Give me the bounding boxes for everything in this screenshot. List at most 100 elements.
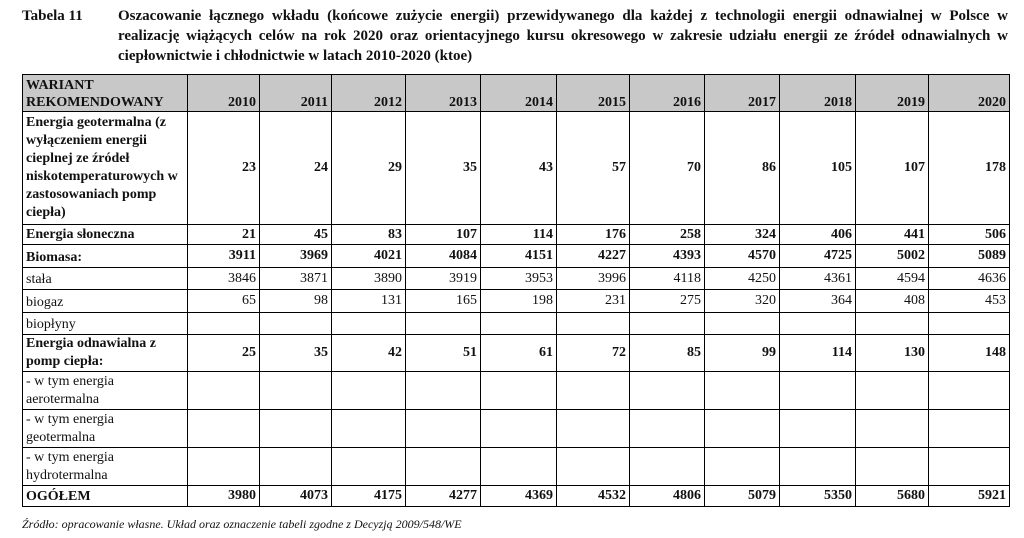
table-cell: 231 bbox=[556, 289, 630, 313]
table-cell: 3980 bbox=[187, 485, 260, 507]
row-label: Biomasa: bbox=[22, 244, 188, 268]
table-cell: 61 bbox=[480, 334, 557, 372]
table-cell: 86 bbox=[704, 111, 780, 225]
table-cell: 4021 bbox=[331, 244, 406, 268]
table-cell: 4636 bbox=[928, 267, 1010, 290]
table-cell: 4393 bbox=[629, 244, 705, 268]
table-cell bbox=[405, 447, 481, 486]
table-cell: 45 bbox=[259, 224, 332, 245]
table-cell: 99 bbox=[704, 334, 780, 372]
table-cell: 406 bbox=[779, 224, 856, 245]
table-row: - w tym energia aerotermalna bbox=[22, 371, 1010, 410]
table-cell: 4532 bbox=[556, 485, 630, 507]
table-cell: 453 bbox=[928, 289, 1010, 313]
table-cell bbox=[928, 447, 1010, 486]
table-cell: 4277 bbox=[405, 485, 481, 507]
table-cell: 3911 bbox=[187, 244, 260, 268]
table-cell bbox=[405, 371, 481, 410]
table-cell: 3846 bbox=[187, 267, 260, 290]
table-cell bbox=[480, 409, 557, 448]
row-label: Energia słoneczna bbox=[22, 224, 188, 245]
table-cell: 148 bbox=[928, 334, 1010, 372]
table-cell bbox=[259, 409, 332, 448]
table-cell: 5002 bbox=[855, 244, 929, 268]
table-cell: 43 bbox=[480, 111, 557, 225]
year-header: 2020 bbox=[928, 74, 1010, 112]
header-label: WARIANT REKOMENDOWANY bbox=[22, 74, 188, 112]
table-cell: 275 bbox=[629, 289, 705, 313]
table-cell: 4118 bbox=[629, 267, 705, 290]
table-cell: 25 bbox=[187, 334, 260, 372]
table-cell bbox=[480, 447, 557, 486]
table-cell: 107 bbox=[405, 224, 481, 245]
table-cell bbox=[259, 447, 332, 486]
table-cell: 98 bbox=[259, 289, 332, 313]
source-note: Źródło: opracowanie własne. Układ oraz o… bbox=[22, 517, 462, 531]
table-cell bbox=[779, 409, 856, 448]
table-cell: 85 bbox=[629, 334, 705, 372]
table-cell: 441 bbox=[855, 224, 929, 245]
table-cell: 29 bbox=[331, 111, 406, 225]
table-cell bbox=[855, 447, 929, 486]
row-label: stała bbox=[22, 267, 188, 290]
table-cell: 5680 bbox=[855, 485, 929, 507]
table-cell bbox=[556, 371, 630, 410]
table-cell: 176 bbox=[556, 224, 630, 245]
table-cell: 5350 bbox=[779, 485, 856, 507]
table-cell: 4250 bbox=[704, 267, 780, 290]
year-header: 2019 bbox=[855, 74, 929, 112]
table-cell: 4725 bbox=[779, 244, 856, 268]
table-cell: 35 bbox=[405, 111, 481, 225]
row-label: Energia geotermalna (z wyłączeniem energ… bbox=[22, 111, 188, 225]
table-cell: 324 bbox=[704, 224, 780, 245]
table-row: - w tym energia hydrotermalna bbox=[22, 447, 1010, 486]
table-cell: 4594 bbox=[855, 267, 929, 290]
table-row: - w tym energia geotermalna bbox=[22, 409, 1010, 448]
year-header: 2011 bbox=[259, 74, 332, 112]
table-cell: 4227 bbox=[556, 244, 630, 268]
row-label: Energia odnawialna z pomp ciepła: bbox=[22, 334, 188, 372]
table-title: Oszacowanie łącznego wkładu (końcowe zuż… bbox=[118, 8, 1008, 64]
year-header: 2018 bbox=[779, 74, 856, 112]
table-cell bbox=[480, 312, 557, 335]
table-cell bbox=[187, 371, 260, 410]
table-cell bbox=[779, 312, 856, 335]
row-label: - w tym energia hydrotermalna bbox=[22, 447, 188, 486]
table-row: OGÓŁEM 3980 4073 4175 4277 4369 4532 4806 5079 53… bbox=[22, 485, 1010, 507]
table-number: Tabela 11 bbox=[22, 8, 83, 24]
table-cell bbox=[187, 409, 260, 448]
table-cell: 364 bbox=[779, 289, 856, 313]
table-cell bbox=[704, 371, 780, 410]
table-cell: 57 bbox=[556, 111, 630, 225]
table-cell: 72 bbox=[556, 334, 630, 372]
table-cell: 3996 bbox=[556, 267, 630, 290]
year-header: 2012 bbox=[331, 74, 406, 112]
row-label: - w tym energia geotermalna bbox=[22, 409, 188, 448]
table-cell bbox=[855, 312, 929, 335]
table-cell: 42 bbox=[331, 334, 406, 372]
table-cell bbox=[928, 371, 1010, 410]
table-cell: 114 bbox=[480, 224, 557, 245]
table-cell bbox=[331, 409, 406, 448]
table-cell: 4570 bbox=[704, 244, 780, 268]
table-cell: 3919 bbox=[405, 267, 481, 290]
table-cell bbox=[331, 371, 406, 410]
table-cell: 107 bbox=[855, 111, 929, 225]
table-cell bbox=[779, 371, 856, 410]
table-cell bbox=[556, 312, 630, 335]
table-cell bbox=[779, 447, 856, 486]
table-cell: 65 bbox=[187, 289, 260, 313]
table-cell bbox=[928, 312, 1010, 335]
table-cell bbox=[331, 447, 406, 486]
table-cell: 131 bbox=[331, 289, 406, 313]
table-cell bbox=[704, 409, 780, 448]
table-cell: 4073 bbox=[259, 485, 332, 507]
table-cell bbox=[855, 371, 929, 410]
row-label: - w tym energia aerotermalna bbox=[22, 371, 188, 410]
year-header: 2015 bbox=[556, 74, 630, 112]
table-cell bbox=[704, 447, 780, 486]
table-caption: Tabela 11 Oszacowanie łącznego wkładu (k… bbox=[22, 6, 1012, 68]
table-cell bbox=[405, 312, 481, 335]
table-row: Energia słoneczna 21 45 83 107 114 176 258 324 40… bbox=[22, 224, 1010, 245]
year-header: 2014 bbox=[480, 74, 557, 112]
